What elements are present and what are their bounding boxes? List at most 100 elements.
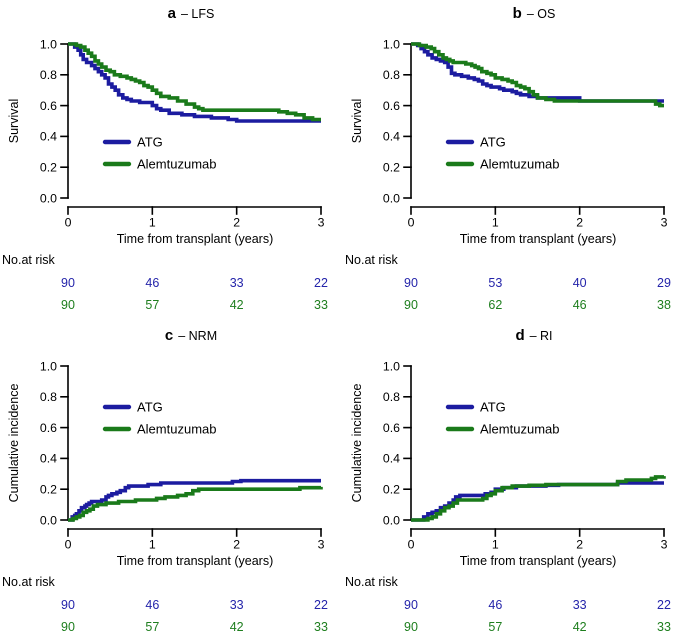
risk-count-alemtuzumab: 90: [61, 620, 75, 634]
panel-title-text: – RI: [529, 329, 553, 343]
legend-label-atg: ATG: [137, 134, 163, 149]
panel-letter: b: [512, 5, 522, 22]
panel-b-os: b – OS Survival 0.0 0.2 0.4 0.6 0.8 1.0 0 1 2 3 ATG…: [343, 0, 685, 322]
x-tick-label: 3: [318, 216, 325, 230]
y-tick-label: 0.8: [383, 68, 400, 82]
risk-count-alemtuzumab: 62: [488, 298, 503, 312]
plot-b: 0.0 0.2 0.4 0.6 0.8 1.0 0 1 2 3 ATG Alemtuzumab: [383, 37, 668, 230]
risk-count-alemtuzumab: 46: [572, 298, 587, 312]
curve-atg: [411, 42, 664, 103]
x-tick-label: 1: [149, 216, 156, 230]
x-tick-label: 3: [661, 538, 668, 552]
x-axis-label: Time from transplant (years): [459, 554, 617, 568]
x-tick-label: 0: [65, 538, 72, 552]
panel-title-text: – OS: [526, 7, 556, 21]
panel-title-text: – NRM: [178, 329, 218, 343]
risk-count-atg: 53: [488, 276, 503, 290]
curve-alemtuzumab: [68, 485, 323, 522]
panel-title: c – NRM: [60, 327, 322, 344]
x-tick-label: 0: [408, 216, 415, 230]
y-tick-label: 0.2: [40, 483, 57, 497]
risk-count-atg: 22: [314, 276, 328, 290]
x-tick-label: 2: [233, 216, 240, 230]
panel-a-lfs: a – LFS Survival 0.0 0.2 0.4 0.6 0.8 1.0 0 1 2 3 AT…: [0, 0, 342, 322]
legend-label-alemtuzumab: Alemtuzumab: [480, 421, 559, 436]
risk-count-alemtuzumab: 57: [145, 298, 160, 312]
y-tick-label: 0.4: [40, 130, 57, 144]
plot-c: 0.0 0.2 0.4 0.6 0.8 1.0 0 1 2 3 ATG Alemtuzumab: [40, 359, 325, 552]
no-at-risk-label: No.at risk: [345, 253, 398, 267]
no-at-risk-label: No.at risk: [345, 575, 398, 589]
risk-count-atg: 90: [61, 598, 75, 612]
legend-label-atg: ATG: [137, 399, 163, 414]
x-tick-label: 3: [661, 216, 668, 230]
risk-count-alemtuzumab: 90: [404, 298, 418, 312]
curve-atg: [68, 42, 321, 123]
x-tick-label: 0: [65, 216, 72, 230]
x-tick-label: 2: [576, 216, 583, 230]
risk-count-alemtuzumab: 57: [145, 620, 160, 634]
legend-label-alemtuzumab: Alemtuzumab: [137, 156, 216, 171]
risk-count-atg: 90: [61, 276, 75, 290]
panel-title-text: – LFS: [180, 7, 215, 21]
y-tick-label: 0.8: [40, 390, 57, 404]
x-tick-label: 2: [576, 538, 583, 552]
legend-label-atg: ATG: [480, 134, 506, 149]
x-axis-label: Time from transplant (years): [116, 232, 274, 246]
plot-d: 0.0 0.2 0.4 0.6 0.8 1.0 0 1 2 3 ATG Alemtuzumab: [383, 359, 668, 552]
risk-count-alemtuzumab: 38: [657, 298, 671, 312]
curve-alemtuzumab: [68, 42, 321, 122]
y-tick-label: 0.2: [40, 161, 57, 175]
panel-letter: c: [164, 327, 174, 344]
legend-label-alemtuzumab: Alemtuzumab: [480, 156, 559, 171]
y-tick-label: 0.4: [383, 452, 400, 466]
panel-c-nrm: c – NRM Cumulative incidence 0.0 0.2 0.4 0.6…: [0, 322, 342, 644]
risk-count-alemtuzumab: 90: [61, 298, 75, 312]
risk-count-atg: 46: [488, 598, 503, 612]
y-tick-label: 0.0: [40, 513, 57, 527]
risk-count-atg: 90: [404, 276, 418, 290]
risk-count-atg: 29: [657, 276, 671, 290]
panel-title: b – OS: [403, 5, 665, 22]
panel-d-ri: d – RI Cumulative incidence 0.0 0.2 0.4 0.6 0…: [343, 322, 685, 644]
risk-count-atg: 33: [229, 598, 244, 612]
y-tick-label: 1.0: [383, 37, 400, 51]
y-tick-label: 0.4: [383, 130, 400, 144]
y-tick-label: 0.0: [383, 191, 400, 205]
risk-count-atg: 46: [145, 276, 160, 290]
risk-count-atg: 22: [657, 598, 671, 612]
y-tick-label: 0.8: [383, 390, 400, 404]
risk-count-alemtuzumab: 33: [657, 620, 671, 634]
risk-count-atg: 22: [314, 598, 328, 612]
x-tick-label: 0: [408, 538, 415, 552]
risk-count-atg: 40: [572, 276, 587, 290]
y-tick-label: 0.0: [40, 191, 57, 205]
x-tick-label: 2: [233, 538, 240, 552]
risk-count-atg: 33: [572, 598, 587, 612]
x-tick-label: 1: [492, 216, 499, 230]
y-tick-label: 0.2: [383, 483, 400, 497]
risk-count-atg: 46: [145, 598, 160, 612]
no-at-risk-label: No.at risk: [2, 253, 55, 267]
panel-title: a – LFS: [60, 5, 322, 22]
plot-a: 0.0 0.2 0.4 0.6 0.8 1.0 0 1 2 3 ATG Alemtuzumab: [40, 37, 325, 230]
y-tick-label: 0.6: [40, 99, 57, 113]
x-axis-label: Time from transplant (years): [116, 554, 274, 568]
y-tick-label: 0.0: [383, 513, 400, 527]
risk-count-alemtuzumab: 42: [229, 298, 244, 312]
curve-alemtuzumab: [411, 42, 664, 108]
panel-letter: a: [167, 5, 176, 22]
legend-label-atg: ATG: [480, 399, 506, 414]
y-tick-label: 0.2: [383, 161, 400, 175]
y-tick-label: 1.0: [383, 359, 400, 373]
panel-title: d – RI: [403, 327, 665, 344]
y-tick-label: 0.6: [383, 99, 400, 113]
legend-label-alemtuzumab: Alemtuzumab: [137, 421, 216, 436]
y-tick-label: 0.8: [40, 68, 57, 82]
x-tick-label: 3: [318, 538, 325, 552]
y-tick-label: 1.0: [40, 359, 57, 373]
curve-atg: [68, 478, 321, 522]
risk-count-alemtuzumab: 57: [488, 620, 503, 634]
x-tick-label: 1: [149, 538, 156, 552]
